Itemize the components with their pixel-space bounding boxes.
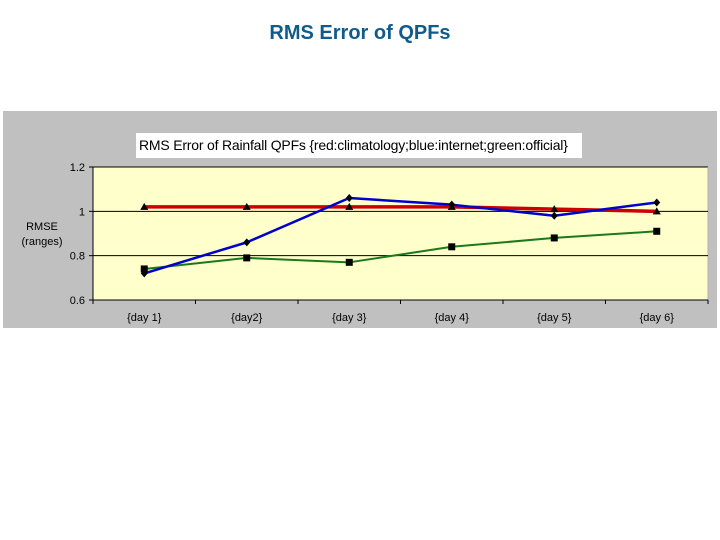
diamond-marker bbox=[345, 194, 353, 203]
triangle-marker bbox=[140, 202, 149, 210]
diamond-marker bbox=[140, 269, 148, 278]
square-marker bbox=[140, 265, 148, 273]
triangle-marker bbox=[242, 202, 251, 210]
diamond-marker bbox=[550, 211, 558, 220]
series-line-official bbox=[144, 230, 657, 270]
y-tick-label: 1.2 bbox=[70, 162, 85, 174]
square-marker bbox=[448, 243, 456, 251]
y-tick-label: 0.6 bbox=[70, 295, 85, 307]
triangle-marker bbox=[550, 205, 559, 213]
series-climatology bbox=[144, 205, 657, 214]
square-marker bbox=[345, 258, 353, 266]
x-tick-label: {day 3} bbox=[332, 312, 367, 324]
markers-internet bbox=[140, 194, 661, 278]
x-tick-label: {day 1} bbox=[127, 312, 162, 324]
square-marker bbox=[653, 227, 661, 235]
diamond-marker bbox=[448, 200, 456, 209]
series-line-internet bbox=[143, 196, 657, 275]
y-axis-label: RMSE (ranges) bbox=[14, 220, 70, 250]
square-marker bbox=[243, 254, 251, 262]
plot-area bbox=[93, 167, 708, 300]
y-axis-label-line1: RMSE bbox=[26, 221, 58, 233]
square-marker bbox=[550, 234, 558, 242]
series-official bbox=[144, 230, 657, 270]
series-internet bbox=[143, 196, 657, 275]
y-tick-label: 0.8 bbox=[70, 251, 85, 263]
y-tick-label: 1 bbox=[79, 206, 85, 218]
chart-title: RMS Error of Rainfall QPFs {red:climatol… bbox=[136, 133, 582, 158]
x-tick-label: {day2} bbox=[231, 312, 263, 324]
x-tick-label: {day 6} bbox=[640, 312, 675, 324]
series-line-climatology bbox=[144, 205, 657, 214]
markers-official bbox=[140, 227, 661, 273]
diamond-marker bbox=[243, 238, 251, 247]
triangle-marker bbox=[652, 207, 661, 215]
x-tick-label: {day 4} bbox=[435, 312, 470, 324]
y-axis-label-line2: (ranges) bbox=[21, 236, 63, 248]
x-tick-label: {day 5} bbox=[537, 312, 572, 324]
triangle-marker bbox=[345, 202, 354, 210]
slide-title: RMS Error of QPFs bbox=[269, 22, 451, 44]
diamond-marker bbox=[653, 198, 661, 207]
